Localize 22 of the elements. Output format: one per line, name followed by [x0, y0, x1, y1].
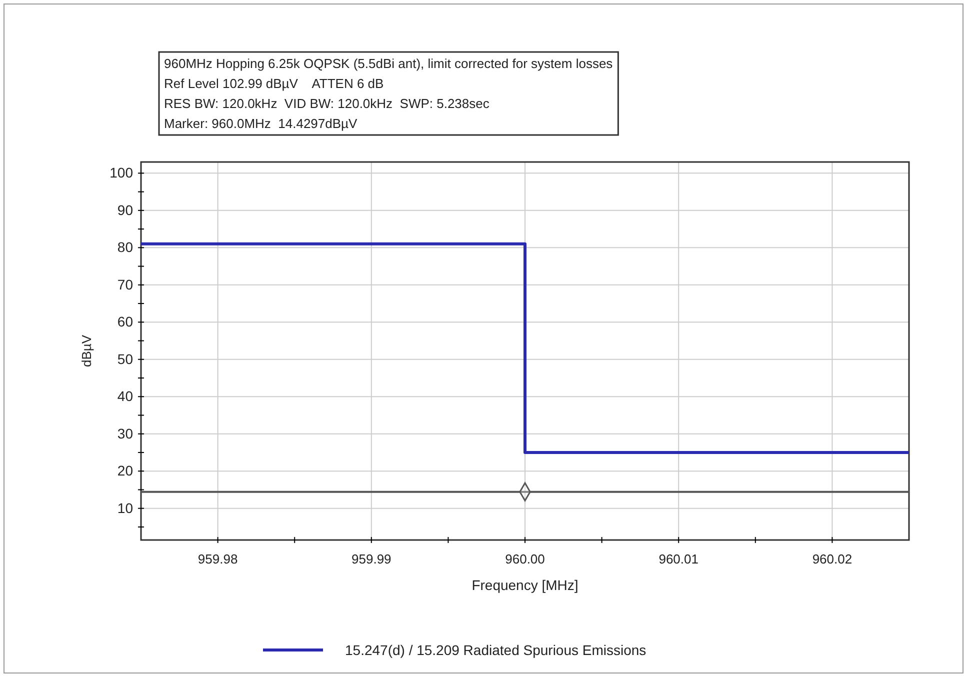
text: Ref Level 102.99 dBµV ATTEN 6 dB	[164, 76, 384, 91]
legend-label: 15.247(d) / 15.209 Radiated Spurious Emissions	[345, 642, 646, 658]
y-tick-label: 30	[117, 425, 134, 442]
x-tick-label: 960.02	[812, 552, 852, 567]
text: Marker: 960.0MHz 14.4297dBµV	[164, 116, 358, 131]
y-tick-label: 70	[117, 276, 134, 292]
chart-title: 960MHz Hopping 6.25k OQPSK (5.5dBi ant), limit corrected for system losses	[164, 56, 614, 71]
y-tick-label: 40	[117, 388, 134, 404]
y-tick-label: 60	[117, 314, 134, 330]
text: RES BW: 120.0kHz VID BW: 120.0kHz SWP: 5.238sec	[164, 96, 490, 111]
x-tick-label: 960.00	[505, 552, 545, 567]
x-tick-label: 959.99	[352, 552, 392, 567]
y-tick-label: 90	[117, 202, 134, 218]
y-tick-label: 20	[117, 462, 134, 479]
y-tick-label: 10	[117, 500, 134, 516]
x-axis-title: Frequency [MHz]	[472, 577, 578, 593]
y-tick-label: 100	[110, 164, 134, 181]
y-tick-label: 80	[117, 239, 134, 256]
y-tick-label: 50	[117, 350, 134, 367]
y-axis-title: dBµV	[79, 334, 94, 368]
x-tick-label: 960.01	[658, 552, 698, 567]
x-tick-label: 959.98	[198, 552, 238, 567]
